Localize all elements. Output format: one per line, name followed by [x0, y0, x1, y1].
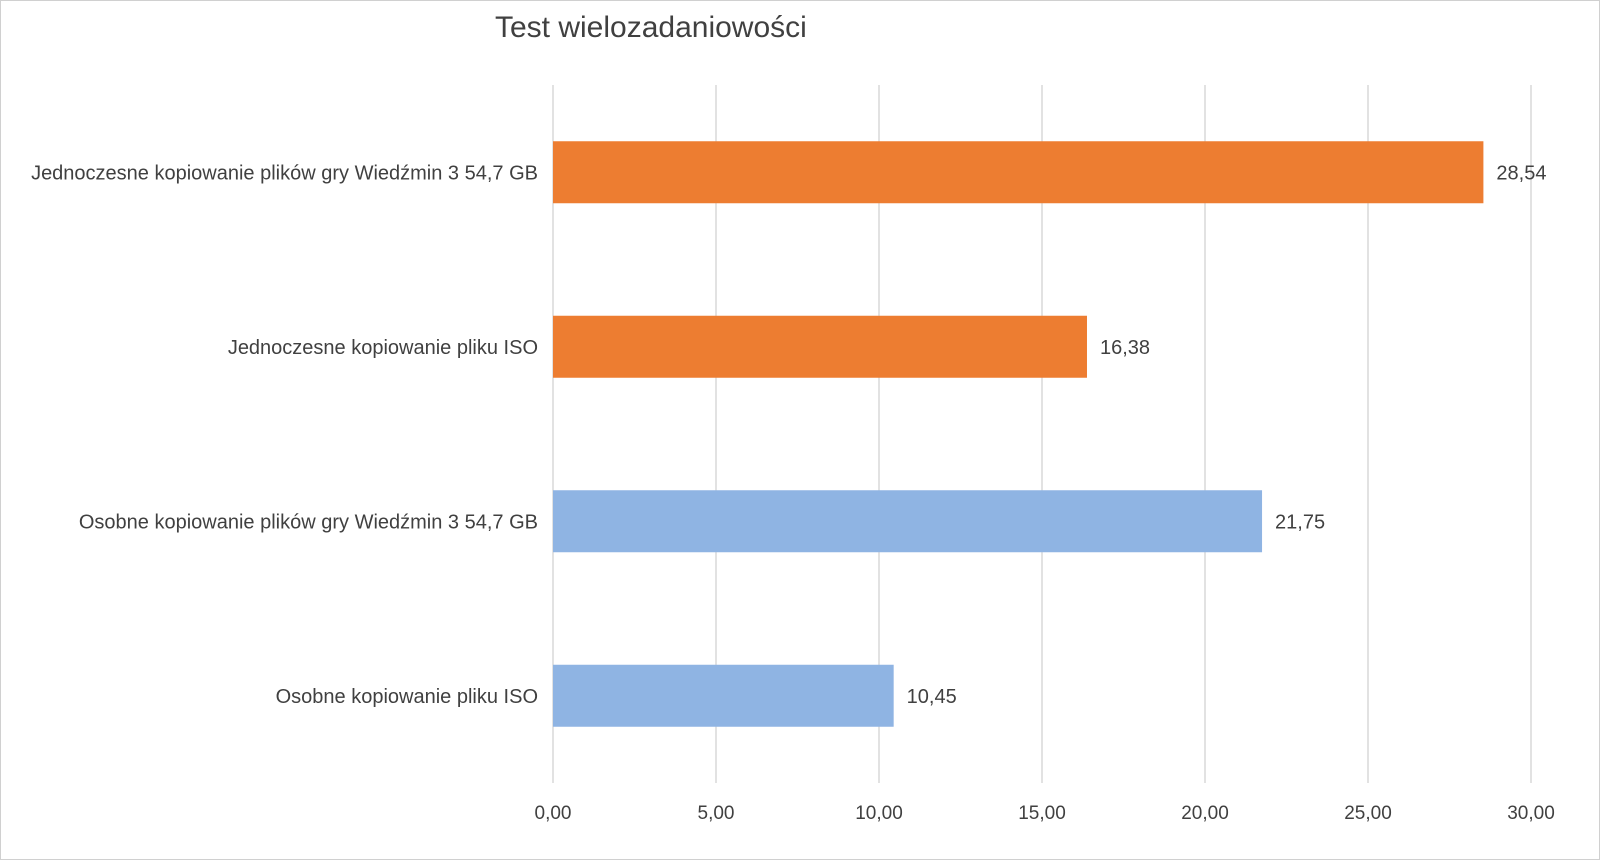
- labels: 0,00 5,00 10,00 15,00 20,00 25,00 30,00 Jednocz…: [31, 162, 1555, 824]
- chart-title: Test wielozadaniowości: [495, 11, 807, 44]
- bar: [553, 490, 1263, 553]
- data-label: 16,38: [1100, 337, 1150, 359]
- category-label: Jednoczesne kopiowanie plików gry Wiedźm…: [31, 162, 538, 184]
- data-label: 28,54: [1496, 162, 1546, 184]
- data-label: 10,45: [907, 686, 957, 708]
- x-tick-label: 5,00: [698, 803, 735, 824]
- x-tick-label: 15,00: [1018, 803, 1066, 824]
- x-tick-label: 0,00: [535, 803, 572, 824]
- x-tick-label: 20,00: [1181, 803, 1229, 824]
- data-label: 21,75: [1275, 511, 1325, 533]
- category-label: Osobne kopiowanie plików gry Wiedźmin 3 …: [79, 511, 538, 533]
- bar: [553, 315, 1087, 378]
- category-label: Osobne kopiowanie pliku ISO: [276, 686, 538, 708]
- x-tick-label: 25,00: [1344, 803, 1392, 824]
- bars: [553, 141, 1484, 727]
- x-tick-label: 30,00: [1507, 803, 1555, 824]
- bar: [553, 664, 894, 727]
- bar: [553, 141, 1484, 204]
- x-tick-label: 10,00: [855, 803, 903, 824]
- category-label: Jednoczesne kopiowanie pliku ISO: [228, 337, 538, 359]
